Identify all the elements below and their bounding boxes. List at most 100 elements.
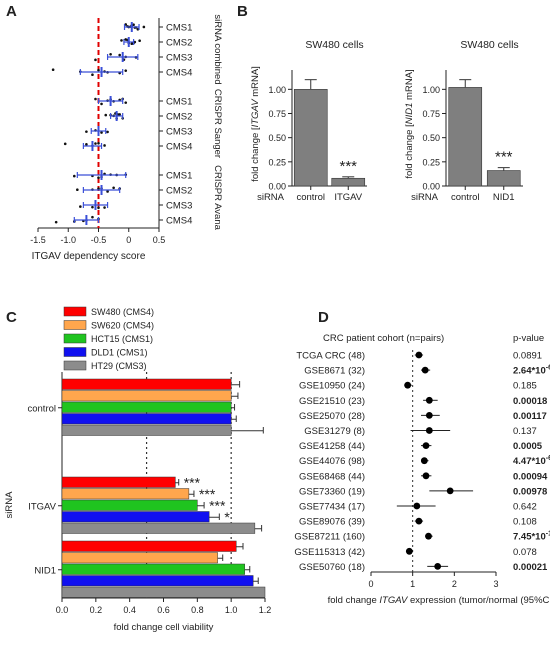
cohort-label: GSE115313 (42) bbox=[294, 547, 365, 558]
legend-swatch bbox=[63, 360, 87, 371]
p-value: 7.45*10-11 bbox=[513, 531, 550, 543]
chart-title: SW480 cells bbox=[460, 39, 518, 51]
bar bbox=[331, 177, 366, 187]
data-point bbox=[94, 142, 97, 145]
bar bbox=[61, 575, 254, 587]
data-point bbox=[100, 131, 103, 134]
p-value: 0.0005 bbox=[513, 441, 543, 452]
data-point bbox=[124, 101, 128, 104]
estimate-point bbox=[413, 502, 421, 510]
x-axis-label: fold change cell viability bbox=[114, 622, 214, 633]
category-label: NID1 bbox=[34, 565, 56, 576]
group-label: siRNA combined bbox=[212, 14, 223, 84]
y-tick-label: 0.75 bbox=[422, 109, 440, 119]
cohort-label: GSE77434 (17) bbox=[299, 502, 365, 513]
p-value: 4.47*10-6 bbox=[513, 455, 550, 467]
x-tick-label: 1.0 bbox=[225, 605, 238, 615]
legend-label: SW620 (CMS4) bbox=[91, 321, 154, 331]
cohort-label: GSE89076 (39) bbox=[299, 517, 365, 528]
data-point bbox=[97, 141, 100, 145]
data-point bbox=[97, 206, 100, 210]
data-point bbox=[106, 190, 109, 193]
bar bbox=[61, 488, 190, 500]
estimate-point bbox=[425, 532, 432, 540]
p-value: 0.185 bbox=[513, 381, 537, 392]
cohort-label: GSE31279 (8) bbox=[304, 426, 365, 437]
y-tick-label: 0.75 bbox=[268, 109, 286, 119]
data-point bbox=[103, 144, 106, 147]
row-label: CMS3 bbox=[166, 201, 192, 212]
data-point bbox=[120, 39, 123, 42]
panel-b-letter: B bbox=[237, 3, 248, 20]
group-label: CRISPR Avana bbox=[212, 165, 223, 230]
data-point bbox=[94, 58, 97, 62]
header-cohort: CRC patient cohort (n=pairs) bbox=[323, 333, 444, 344]
x-tick-label: 0 bbox=[368, 579, 373, 589]
data-point bbox=[51, 68, 55, 72]
legend-label: HCT15 (CMS1) bbox=[91, 334, 153, 344]
panel-c-letter: C bbox=[6, 309, 17, 326]
data-point bbox=[85, 130, 88, 133]
panel-b-itgav-mrna-chart: SW480 cells 0.00 0.25 0.50 0.75 1.00 fold chan… bbox=[250, 39, 367, 203]
y-tick-label: 1.00 bbox=[422, 85, 440, 95]
data-point bbox=[142, 25, 146, 29]
bar bbox=[61, 540, 237, 552]
p-value: 0.00094 bbox=[513, 471, 548, 482]
data-point bbox=[91, 73, 94, 77]
bar bbox=[61, 476, 176, 488]
cohort-label: GSE8671 (32) bbox=[304, 366, 365, 377]
row-label: CMS1 bbox=[166, 23, 192, 34]
x-tick-label: 0.6 bbox=[157, 605, 170, 615]
data-point bbox=[85, 143, 88, 146]
y-tick-label: 0.25 bbox=[268, 157, 286, 167]
estimate-point bbox=[404, 381, 412, 389]
significance-mark: * bbox=[224, 509, 230, 525]
estimate-point bbox=[415, 517, 423, 525]
bar bbox=[61, 390, 232, 402]
chart-title: SW480 cells bbox=[305, 39, 363, 51]
data-point bbox=[63, 142, 67, 146]
data-point bbox=[76, 188, 79, 192]
legend-swatch bbox=[63, 333, 87, 344]
x-tick-label: 1 bbox=[410, 579, 415, 589]
estimate-point bbox=[405, 547, 413, 555]
x-axis-label: ITGAV dependency score bbox=[32, 251, 146, 262]
data-point bbox=[91, 205, 94, 209]
row-label: CMS2 bbox=[166, 38, 192, 49]
x-tick-label: 2 bbox=[452, 579, 457, 589]
legend-label: DLD1 (CMS1) bbox=[91, 348, 148, 358]
x-tick-label: -1.0 bbox=[60, 235, 76, 245]
estimate-point bbox=[425, 427, 433, 434]
data-point bbox=[124, 69, 128, 72]
data-point bbox=[138, 39, 141, 43]
bar bbox=[61, 401, 232, 413]
estimate-point bbox=[434, 563, 442, 570]
header-pvalue: p-value bbox=[513, 333, 544, 344]
data-point bbox=[79, 205, 82, 208]
bar bbox=[448, 87, 483, 187]
bar bbox=[61, 586, 266, 598]
data-point bbox=[112, 186, 115, 190]
data-point bbox=[106, 130, 109, 134]
category-label: ITGAV bbox=[28, 501, 56, 512]
p-value: 0.00117 bbox=[513, 411, 547, 422]
cohort-label: GSE10950 (24) bbox=[299, 381, 365, 392]
cohort-label: GSE73360 (19) bbox=[299, 486, 365, 497]
panel-c-viability-chart: 0.0 0.2 0.4 0.6 0.8 1.0 1.2 fold change cell vi… bbox=[4, 306, 271, 633]
bar bbox=[61, 499, 198, 511]
x-tick-label: 0.8 bbox=[191, 605, 204, 615]
data-point bbox=[118, 53, 121, 57]
category-label: NID1 bbox=[493, 192, 515, 203]
data-point bbox=[91, 215, 94, 219]
x-tick-label: 0.2 bbox=[90, 605, 103, 615]
y-axis-label: siRNA bbox=[4, 491, 15, 519]
estimate-point bbox=[422, 472, 430, 480]
legend-swatch bbox=[63, 320, 87, 330]
bar bbox=[61, 552, 218, 564]
significance-mark: *** bbox=[184, 475, 201, 491]
data-point bbox=[104, 113, 108, 117]
estimate-point bbox=[425, 396, 433, 404]
bar bbox=[61, 522, 256, 534]
legend-swatch bbox=[63, 306, 87, 317]
p-value: 0.137 bbox=[513, 426, 537, 437]
